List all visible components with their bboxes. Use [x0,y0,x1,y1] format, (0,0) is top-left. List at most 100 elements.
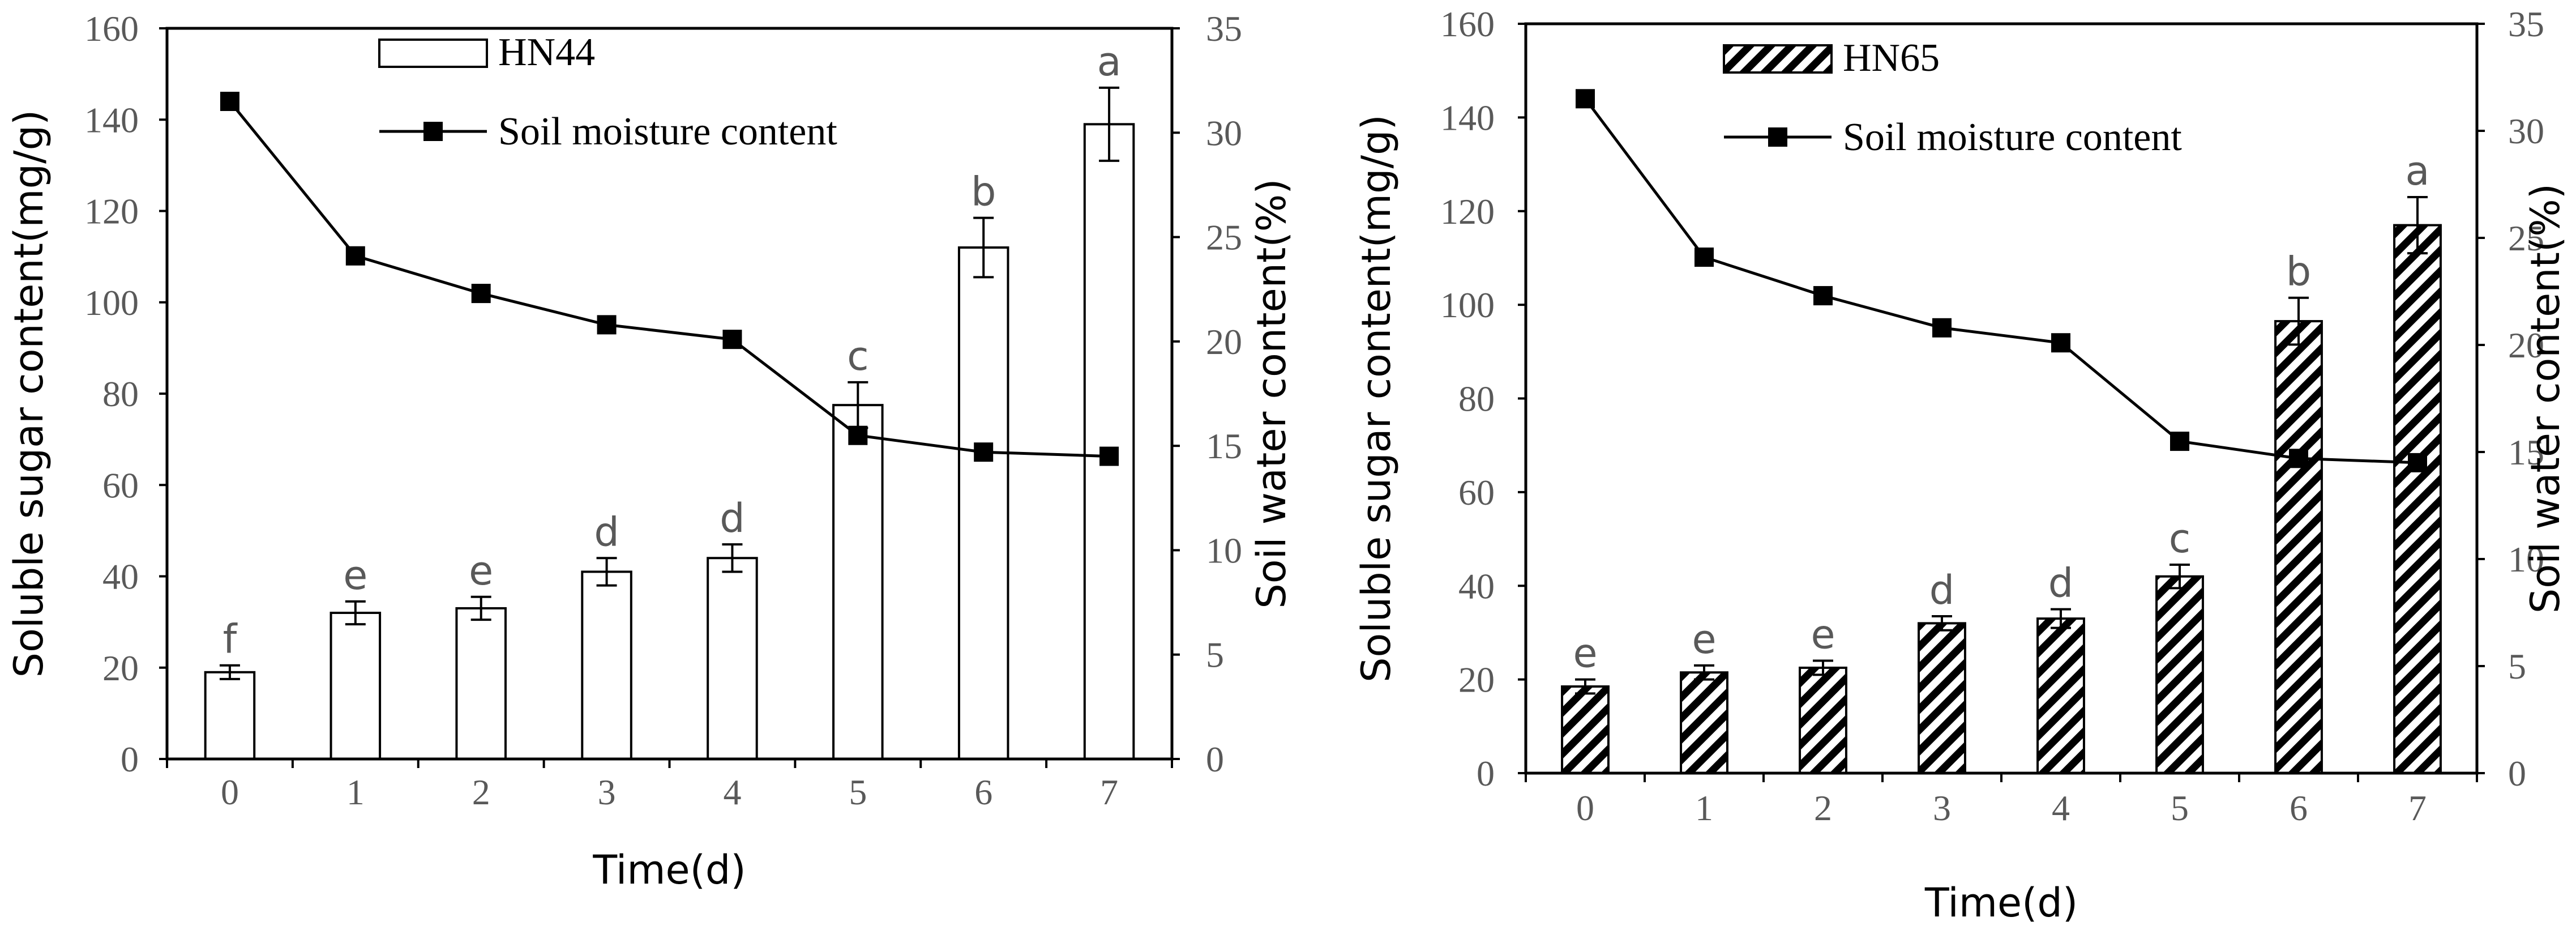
y2-axis-title: Soil water content(%) [1248,178,1295,608]
significance-letter: d [1929,567,1954,613]
y-tick-label: 20 [102,648,139,688]
significance-letter: e [469,548,493,594]
y-axis-title: Soluble sugar content(mg/g) [1353,114,1400,683]
x-tick-label: 3 [1933,788,1951,828]
soil-moisture-marker-day-5 [848,425,868,445]
soil-moisture-marker-day-2 [471,284,491,304]
y-tick-label: 120 [1440,191,1495,232]
bar-hn44-day-1 [330,612,382,760]
y-tick-label: 60 [1458,472,1495,513]
x-axis-title: Time(d) [592,847,746,893]
significance-letter: e [343,552,367,599]
y2-tick-label: 5 [2508,646,2526,686]
significance-letter: f [223,616,238,663]
y-tick-label: 80 [1458,379,1495,419]
y-tick-label: 160 [1440,4,1495,44]
bar-hn44-day-6 [957,246,1009,760]
y2-tick-label: 20 [2508,325,2544,365]
y2-tick-label: 30 [1206,113,1242,153]
soil-moisture-marker-day-6 [974,442,994,462]
soil-moisture-marker-day-5 [2170,432,2189,451]
y-tick-label: 80 [102,374,139,414]
x-tick-label: 7 [1100,772,1118,812]
soil-moisture-marker-day-3 [597,315,617,335]
legend-label-bars: HN65 [1843,36,1940,80]
y2-tick-label: 15 [2508,432,2544,472]
bar-hn65-day-3 [1918,622,1966,775]
y-tick-label: 40 [102,557,139,597]
x-tick-label: 6 [2290,788,2308,828]
y2-tick-label: 0 [2508,753,2526,794]
significance-letter: d [720,495,744,541]
y2-axis-title: Soil water content(%) [2522,184,2569,613]
chart-panel-hn44: fe ed dcba02040608010012014016005101520253… [6,8,1295,893]
y2-tick-label: 25 [1206,217,1242,258]
y-tick-label: 0 [1477,753,1495,794]
significance-letter: b [971,169,996,215]
y2-tick-label: 30 [2508,111,2544,151]
y-tick-label: 100 [1440,285,1495,325]
soil-moisture-marker-day-1 [1694,248,1714,267]
y-tick-label: 60 [102,465,139,505]
x-tick-label: 1 [346,772,365,812]
x-tick-label: 3 [598,772,616,812]
significance-letter: d [2048,560,2073,607]
x-tick-label: 4 [723,772,741,812]
y-tick-label: 0 [121,739,139,779]
bar-hn44-day-7 [1083,123,1135,760]
soil-moisture-marker-day-4 [2051,333,2070,353]
bar-hn65-day-6 [2274,320,2323,774]
soil-moisture-marker-day-0 [220,92,239,111]
y2-tick-label: 10 [2508,539,2544,579]
legend-label-line: Soil moisture content [498,110,837,153]
y-tick-label: 100 [84,283,139,323]
x-tick-label: 5 [849,772,867,812]
bar-hn65-day-4 [2036,617,2085,774]
significance-letter: e [1573,630,1597,677]
legend-marker-sample [423,122,443,141]
bar-hn44-day-4 [707,557,758,760]
legend-swatch-hn44 [378,39,488,68]
soil-moisture-line [1584,97,2418,464]
significance-letter: d [594,509,619,555]
x-tick-label: 1 [1695,788,1713,828]
legend-marker-sample [1768,127,1787,147]
x-tick-label: 4 [2052,788,2070,828]
x-tick-label: 7 [2408,788,2427,828]
significance-letter: c [847,333,869,379]
y-tick-label: 120 [84,191,139,232]
y2-tick-label: 35 [1206,8,1242,49]
significance-letter: e [1811,612,1835,658]
y2-tick-label: 15 [1206,426,1242,466]
bar-hn44-day-0 [204,671,256,760]
x-tick-label: 6 [974,772,992,812]
soil-moisture-line [228,100,1110,458]
chart-panel-hn65: e e ed dcba02040608010012014016005101520253… [1353,4,2569,926]
y-tick-label: 140 [84,100,139,140]
significance-letter: b [2286,249,2311,295]
y2-tick-label: 0 [1206,739,1224,779]
y2-tick-label: 5 [1206,635,1224,675]
bar-hn65-day-1 [1680,671,1728,775]
soil-moisture-marker-day-4 [722,330,742,349]
y-axis-title: Soluble sugar content(mg/g) [6,110,52,678]
legend-label-line: Soil moisture content [1843,116,2182,159]
y-tick-label: 140 [1440,97,1495,138]
x-tick-label: 2 [472,772,490,812]
legend-label-bars: HN44 [498,31,595,74]
legend-swatch-hn65 [1723,44,1833,74]
soil-moisture-marker-day-1 [345,246,365,266]
y2-tick-label: 25 [2508,218,2544,258]
soil-moisture-marker-day-0 [1576,89,1595,109]
significance-letter: e [1692,616,1716,663]
bar-hn65-day-2 [1799,666,1847,774]
significance-letter: a [1097,39,1122,85]
y2-tick-label: 10 [1206,530,1242,570]
bar-hn65-day-0 [1561,685,1610,774]
soil-moisture-marker-day-7 [1099,446,1119,466]
x-tick-label: 2 [1814,788,1832,828]
x-tick-label: 0 [221,772,239,812]
y2-tick-label: 20 [1206,322,1242,362]
soil-moisture-marker-day-2 [1813,286,1833,306]
